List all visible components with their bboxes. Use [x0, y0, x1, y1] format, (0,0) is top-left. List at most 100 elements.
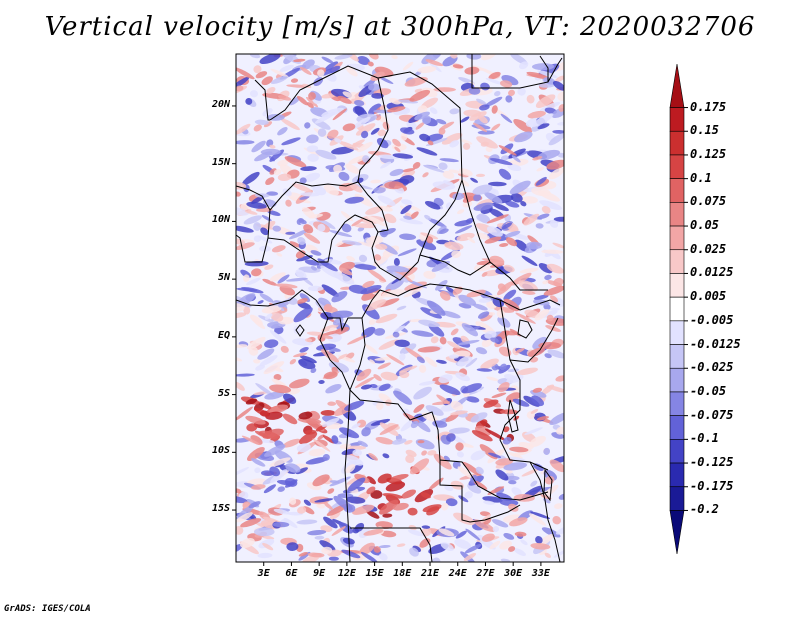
- field-patch: [483, 399, 499, 408]
- country-borders: [236, 54, 563, 562]
- field-patch: [270, 312, 284, 322]
- field-patch: [322, 435, 335, 444]
- field-patch: [318, 334, 334, 340]
- field-patch: [472, 122, 488, 133]
- field-patch: [245, 398, 257, 405]
- field-patch: [376, 402, 384, 410]
- field-patch: [280, 345, 289, 353]
- colorbar-swatch: [669, 439, 685, 464]
- field-patch: [457, 356, 473, 367]
- colorbar-swatch: [669, 225, 685, 251]
- field-patch: [417, 105, 428, 113]
- field-patch: [314, 498, 334, 503]
- field-patch: [432, 54, 441, 58]
- field-patch: [324, 259, 343, 265]
- field-patch: [382, 453, 390, 459]
- colorbar-label: -0.2: [690, 502, 719, 517]
- field-patch: [316, 343, 337, 351]
- field-patch: [275, 283, 298, 289]
- lat-label: 15S: [211, 503, 230, 515]
- field-patch: [470, 450, 486, 461]
- field-patch: [401, 199, 413, 205]
- field-patch: [492, 202, 509, 212]
- field-patch: [450, 480, 464, 490]
- field-patch: [257, 552, 273, 559]
- field-patch: [293, 58, 306, 62]
- field-patch: [476, 232, 490, 240]
- field-patch: [392, 502, 409, 511]
- border-congo-north: [315, 283, 521, 332]
- field-patch: [236, 67, 255, 80]
- field-patch: [264, 264, 274, 270]
- field-patch: [236, 373, 255, 377]
- field-patch: [455, 372, 470, 382]
- field-patch: [332, 108, 347, 121]
- field-patch: [454, 225, 473, 234]
- field-patch: [503, 426, 510, 433]
- field-patch: [271, 323, 279, 329]
- field-patch: [270, 75, 288, 84]
- field-patch: [314, 535, 325, 540]
- field-patch: [394, 339, 410, 348]
- field-patch: [338, 522, 354, 534]
- field-patch: [529, 511, 551, 519]
- field-patch: [552, 129, 564, 134]
- field-patch: [465, 528, 481, 541]
- field-patch: [304, 122, 311, 129]
- field-patch: [310, 250, 322, 256]
- field-patch: [295, 467, 308, 475]
- field-patch: [263, 121, 273, 128]
- field-patch: [458, 294, 477, 306]
- field-patch: [424, 214, 432, 221]
- field-patch: [322, 453, 330, 461]
- lon-label: 33E: [531, 568, 550, 579]
- field-patch: [383, 213, 397, 224]
- field-patch: [285, 277, 308, 282]
- field-patch: [370, 383, 378, 389]
- colorbar-swatch: [669, 107, 685, 132]
- field-patch: [478, 297, 492, 303]
- field-patch: [321, 93, 337, 99]
- colorbar-label: 0.025: [690, 241, 727, 256]
- field-patch: [364, 344, 378, 355]
- field-patch: [488, 181, 507, 187]
- field-patch: [338, 267, 353, 276]
- field-patch: [475, 466, 484, 475]
- field-patch: [257, 348, 275, 360]
- field-patch: [544, 552, 551, 558]
- field-patch: [481, 533, 495, 542]
- field-patch: [357, 226, 365, 232]
- colorbar-label: 0.1: [690, 170, 712, 185]
- colorbar-swatch: [669, 486, 685, 511]
- field-patch: [426, 236, 434, 244]
- field-patch: [250, 484, 266, 490]
- colorbar-swatch: [669, 249, 685, 274]
- field-patch: [461, 323, 479, 337]
- field-patch: [344, 454, 364, 466]
- field-patch: [264, 313, 273, 320]
- field-patch: [327, 488, 335, 494]
- field-patch: [377, 195, 396, 206]
- field-patch: [491, 392, 507, 399]
- field-patch: [476, 98, 487, 106]
- field-patch: [254, 119, 269, 125]
- velocity-field: [236, 54, 564, 562]
- field-patch: [472, 184, 493, 195]
- colorbar-swatch: [669, 130, 685, 156]
- field-patch: [537, 149, 561, 160]
- field-patch: [404, 440, 413, 445]
- field-patch: [554, 60, 564, 72]
- field-patch: [263, 484, 276, 494]
- field-patch: [296, 519, 318, 525]
- field-patch: [416, 147, 438, 156]
- field-patch: [321, 546, 333, 555]
- field-patch: [508, 503, 519, 512]
- colorbar-swatch: [669, 154, 685, 179]
- border-car-south-sudan: [419, 254, 491, 276]
- field-patch: [323, 516, 338, 529]
- field-patch: [526, 241, 543, 250]
- field-patch: [412, 162, 421, 169]
- field-patch: [248, 501, 261, 509]
- field-patch: [367, 268, 387, 282]
- field-patch: [426, 506, 440, 516]
